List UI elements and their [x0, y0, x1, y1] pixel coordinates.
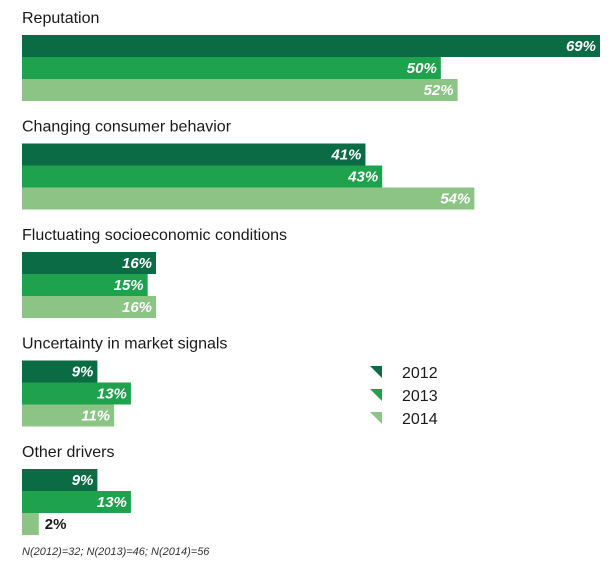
data-label-other-drivers-2012: 9%	[72, 472, 94, 489]
data-label-reputation-2012: 69%	[566, 38, 596, 55]
bar-other-drivers-2014	[22, 513, 39, 535]
legend-label-2014: 2014	[402, 411, 438, 428]
data-label-uncertainty-in-market-signals-2014: 11%	[81, 408, 110, 425]
category-label-changing-consumer-behavior: Changing consumer behavior	[22, 119, 232, 136]
data-label-other-drivers-2014: 2%	[45, 516, 67, 533]
data-label-changing-consumer-behavior-2013: 43%	[347, 169, 378, 186]
data-label-fluctuating-socioeconomic-conditions-2013: 15%	[114, 277, 144, 294]
legend-label-2012: 2012	[402, 365, 438, 382]
bar-uncertainty-in-market-signals-2013	[22, 382, 131, 405]
data-label-reputation-2013: 50%	[407, 60, 437, 77]
bar-changing-consumer-behavior-2013	[22, 165, 383, 188]
category-label-uncertainty-in-market-signals: Uncertainty in market signals	[22, 336, 227, 353]
data-label-reputation-2014: 52%	[424, 82, 454, 99]
bar-changing-consumer-behavior-2014	[22, 187, 475, 210]
bar-uncertainty-in-market-signals-2012	[22, 360, 98, 383]
data-label-fluctuating-socioeconomic-conditions-2012: 16%	[122, 255, 152, 272]
legend-swatch-2013	[370, 389, 382, 401]
category-label-fluctuating-socioeconomic-conditions: Fluctuating socioeconomic conditions	[22, 227, 287, 244]
bar-reputation-2014	[22, 79, 458, 101]
data-label-fluctuating-socioeconomic-conditions-2014: 16%	[122, 299, 152, 316]
bar-other-drivers-2012	[22, 469, 98, 491]
bar-other-drivers-2013	[22, 491, 131, 513]
data-label-uncertainty-in-market-signals-2013: 13%	[97, 386, 127, 403]
legend-swatch-2014	[370, 412, 382, 424]
category-label-other-drivers: Other drivers	[22, 444, 114, 461]
legend-label-2013: 2013	[402, 388, 438, 405]
bar-reputation-2012	[22, 35, 600, 57]
bar-fluctuating-socioeconomic-conditions-2014	[22, 296, 157, 318]
bar-fluctuating-socioeconomic-conditions-2012	[22, 252, 157, 274]
data-label-uncertainty-in-market-signals-2012: 9%	[72, 364, 94, 381]
bar-changing-consumer-behavior-2012	[22, 143, 366, 166]
legend-swatch-2012	[370, 366, 382, 378]
bar-uncertainty-in-market-signals-2014	[22, 404, 115, 427]
data-label-other-drivers-2013: 13%	[97, 494, 127, 511]
bar-reputation-2013	[22, 57, 441, 79]
bar-fluctuating-socioeconomic-conditions-2013	[22, 274, 148, 296]
data-label-changing-consumer-behavior-2012: 41%	[330, 147, 361, 164]
sample-size-footnote: N(2012)=32; N(2013)=46; N(2014)=56	[22, 546, 210, 558]
data-label-changing-consumer-behavior-2014: 54%	[440, 191, 470, 208]
category-label-reputation: Reputation	[22, 10, 99, 27]
